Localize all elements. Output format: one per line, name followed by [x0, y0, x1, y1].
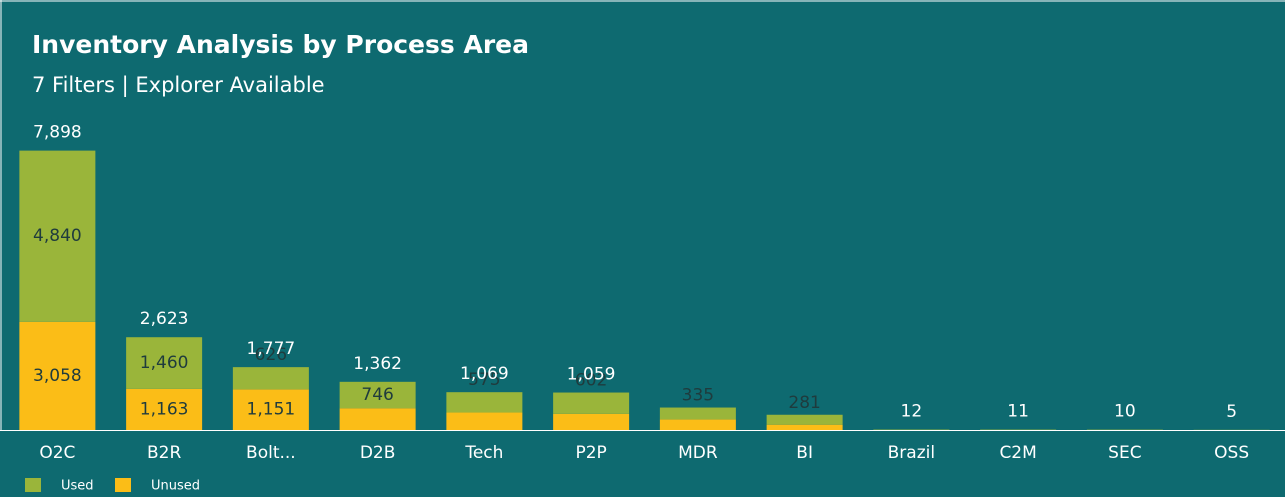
bar-segment [766, 414, 843, 425]
data-label: 1,460 [140, 353, 189, 373]
bar-segment [126, 388, 203, 430]
bar-segment [553, 413, 630, 430]
total-label: 1,777 [247, 339, 296, 359]
total-label: 1,362 [353, 354, 402, 374]
x-tick-label: BI [796, 443, 813, 463]
x-tick-label: B2R [147, 443, 181, 463]
bar-segment [553, 392, 630, 414]
legend-swatch [25, 478, 41, 492]
x-tick-label: Bolt... [246, 443, 296, 463]
total-label: 7,898 [33, 123, 82, 143]
total-label: 5 [1226, 402, 1237, 422]
total-label: 2,623 [140, 309, 189, 329]
total-label: 1,059 [567, 365, 616, 385]
bar-segment [339, 381, 416, 409]
bar-segment [446, 392, 523, 413]
x-tick-label: MDR [678, 443, 718, 463]
data-label: 4,840 [33, 226, 82, 246]
x-tick-label: C2M [999, 443, 1036, 463]
x-tick-label: Brazil [888, 443, 935, 463]
data-label: 746 [361, 385, 393, 405]
x-tick-label: D2B [360, 443, 396, 463]
x-tick-label: Tech [464, 443, 503, 463]
data-label: 1,163 [140, 399, 189, 419]
total-label: 11 [1007, 402, 1029, 422]
x-tick-label: O2C [39, 443, 75, 463]
bar-segment [659, 419, 736, 430]
data-label: 575 [468, 370, 500, 390]
data-label: 626 [255, 345, 287, 365]
data-label: 602 [575, 371, 607, 391]
bar-segment [766, 424, 843, 430]
data-label: 281 [788, 393, 820, 413]
legend-swatch [115, 478, 131, 492]
x-tick-label: P2P [575, 443, 606, 463]
legend-label: Used [61, 479, 94, 494]
bar-segment [232, 389, 309, 430]
total-label: 12 [901, 402, 923, 422]
data-label: 335 [682, 386, 714, 406]
data-label: 3,058 [33, 366, 82, 386]
total-label: 1,069 [460, 364, 509, 384]
bar-segment [659, 407, 736, 420]
bar-segment [446, 412, 523, 430]
bar-segment [232, 367, 309, 390]
legend-label: Unused [151, 479, 200, 494]
x-tick-label: SEC [1108, 443, 1141, 463]
data-label: 1,151 [247, 400, 296, 420]
chart-subtitle: 7 Filters | Explorer Available [32, 73, 325, 98]
bar-segment [126, 337, 203, 389]
x-tick-label: OSS [1214, 443, 1249, 463]
bar-segment [19, 150, 96, 322]
bar-segment [19, 321, 96, 430]
chart-title: Inventory Analysis by Process Area [32, 30, 529, 59]
total-label: 10 [1114, 402, 1136, 422]
bar-segment [339, 408, 416, 430]
